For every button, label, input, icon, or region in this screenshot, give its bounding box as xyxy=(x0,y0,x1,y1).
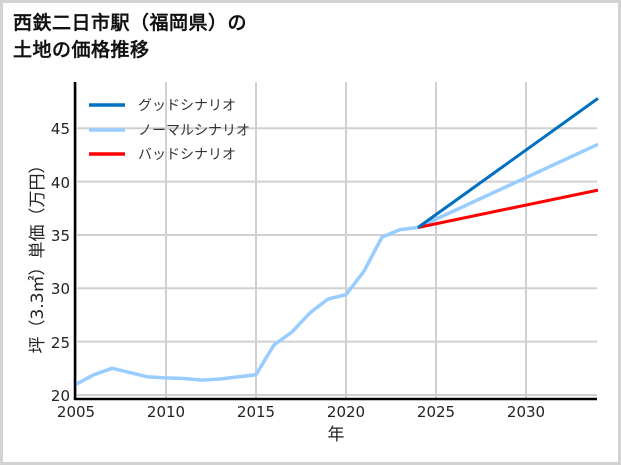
y-axis-label: 坪（3.3㎡）単価（万円） xyxy=(28,156,48,353)
y-tick-25: 25 xyxy=(51,334,70,352)
x-tick-2015: 2015 xyxy=(237,403,275,421)
y-tick-40: 40 xyxy=(51,174,70,192)
y-tick-45: 45 xyxy=(51,120,70,138)
series-line-bad xyxy=(417,188,599,229)
series-line-normal xyxy=(75,142,599,386)
x-tick-2020: 2020 xyxy=(327,403,365,421)
y-tick-35: 35 xyxy=(51,227,70,245)
legend-label-normal: ノーマルシナリオ xyxy=(138,123,250,139)
x-tick-labels: 2005 2010 2015 2020 2025 2030 xyxy=(57,403,545,421)
chart-title: 西鉄二日市駅（福岡県）の 土地の価格推移 xyxy=(13,10,247,64)
legend-label-bad: バッドシナリオ xyxy=(138,147,236,163)
y-tick-labels: 20 25 30 35 40 45 xyxy=(51,120,70,405)
x-axis-label: 年 xyxy=(328,425,345,445)
legend-label-good: グッドシナリオ xyxy=(138,98,236,114)
x-tick-2025: 2025 xyxy=(417,403,455,421)
y-tick-20: 20 xyxy=(51,387,70,405)
title-line-1: 西鉄二日市駅（福岡県）の xyxy=(13,12,248,34)
grid-lines xyxy=(75,82,597,399)
data-series xyxy=(75,97,599,386)
x-tick-2005: 2005 xyxy=(57,403,95,421)
x-tick-2030: 2030 xyxy=(507,403,545,421)
series-line-good xyxy=(417,97,599,229)
title-line-2: 土地の価格推移 xyxy=(13,39,150,61)
x-tick-2010: 2010 xyxy=(147,403,185,421)
legend: グッドシナリオ ノーマルシナリオ バッドシナリオ xyxy=(89,98,250,163)
y-tick-30: 30 xyxy=(51,280,70,298)
